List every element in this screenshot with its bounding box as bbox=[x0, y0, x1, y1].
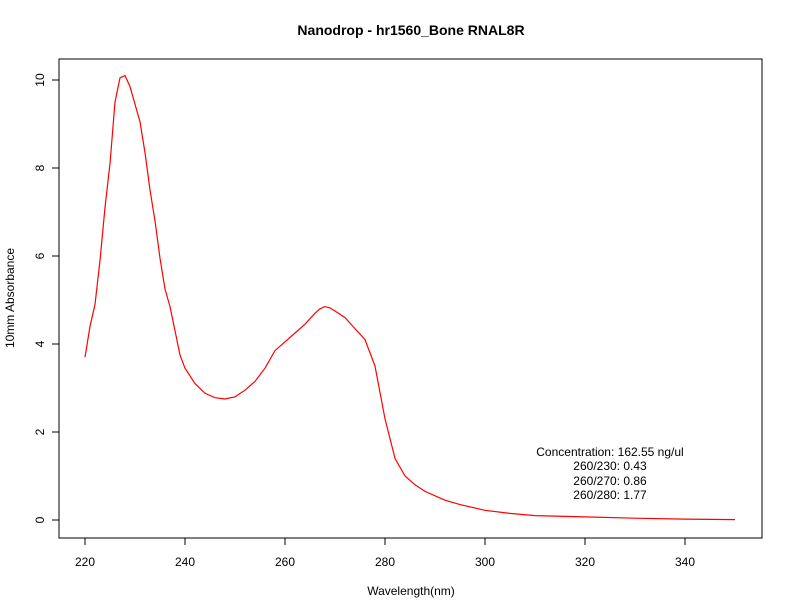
y-tick-label: 4 bbox=[33, 340, 47, 347]
y-tick-label: 0 bbox=[33, 516, 47, 523]
x-tick-label: 220 bbox=[75, 555, 95, 569]
absorbance-series-line bbox=[84, 74, 736, 521]
ratio-260-270-annotation: 260/270: 0.86 bbox=[573, 474, 647, 488]
x-tick-label: 240 bbox=[175, 555, 195, 569]
x-tick-label: 340 bbox=[675, 555, 695, 569]
x-tick-label: 260 bbox=[275, 555, 295, 569]
y-axis-label: 10mm Absorbance bbox=[3, 248, 17, 348]
x-tick-label: 280 bbox=[375, 555, 395, 569]
y-axis: 0 2 4 6 8 10 bbox=[33, 73, 60, 523]
y-tick-label: 6 bbox=[33, 252, 47, 259]
x-tick-label: 300 bbox=[475, 555, 495, 569]
ratio-260-280-annotation: 260/280: 1.77 bbox=[573, 488, 647, 502]
y-tick-label: 8 bbox=[33, 164, 47, 171]
chart-title: Nanodrop - hr1560_Bone RNAL8R bbox=[297, 22, 524, 38]
x-axis-label: Wavelength(nm) bbox=[367, 584, 455, 598]
annotation-block: Concentration: 162.55 ng/ul 260/230: 0.4… bbox=[536, 445, 683, 502]
ratio-260-230-annotation: 260/230: 0.43 bbox=[573, 459, 647, 473]
x-axis: 220 240 260 280 300 320 340 bbox=[75, 537, 695, 569]
x-tick-label: 320 bbox=[575, 555, 595, 569]
y-tick-label: 10 bbox=[33, 73, 47, 87]
concentration-annotation: Concentration: 162.55 ng/ul bbox=[536, 445, 683, 459]
y-tick-label: 2 bbox=[33, 428, 47, 435]
